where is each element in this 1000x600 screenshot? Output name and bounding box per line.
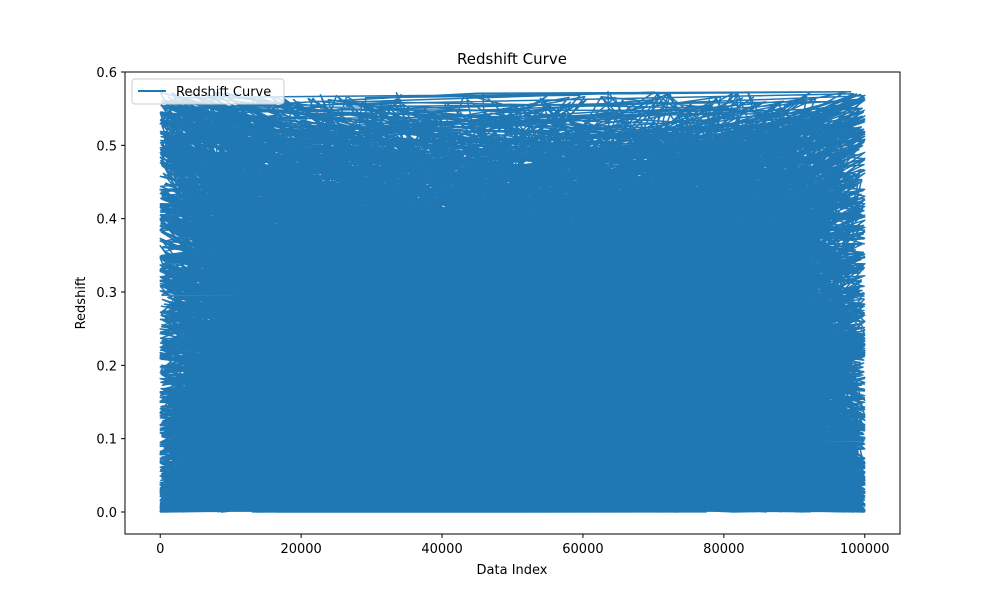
x-tick-label: 40000 bbox=[421, 542, 462, 557]
y-axis: 0.0 0.1 0.2 0.3 0.4 0.5 0.6 bbox=[96, 66, 125, 521]
chart-title: Redshift Curve bbox=[457, 50, 567, 68]
plot-frame bbox=[124, 71, 901, 535]
x-tick-label: 80000 bbox=[703, 542, 744, 557]
y-tick-label: 0.6 bbox=[96, 66, 117, 81]
x-axis: 0 20000 40000 60000 80000 100000 bbox=[156, 534, 890, 557]
y-axis-label: Redshift bbox=[74, 277, 89, 330]
series-line-redshift-curve bbox=[159, 91, 866, 513]
y-tick-label: 0.5 bbox=[96, 139, 117, 154]
x-tick-label: 100000 bbox=[840, 542, 890, 557]
x-axis-label: Data Index bbox=[477, 563, 548, 578]
x-tick-label: 60000 bbox=[562, 542, 603, 557]
y-tick-label: 0.3 bbox=[96, 286, 117, 301]
legend-box bbox=[131, 78, 285, 105]
x-tick-label: 0 bbox=[156, 542, 164, 557]
x-tick-label: 20000 bbox=[280, 542, 321, 557]
y-tick-label: 0.1 bbox=[96, 433, 117, 448]
y-tick-label: 0.4 bbox=[96, 213, 117, 228]
legend: Redshift Curve bbox=[131, 78, 285, 105]
y-tick-label: 0.0 bbox=[96, 506, 117, 521]
y-tick-label: 0.2 bbox=[96, 359, 117, 374]
legend-label: Redshift Curve bbox=[176, 85, 271, 100]
series-layer bbox=[159, 91, 866, 513]
